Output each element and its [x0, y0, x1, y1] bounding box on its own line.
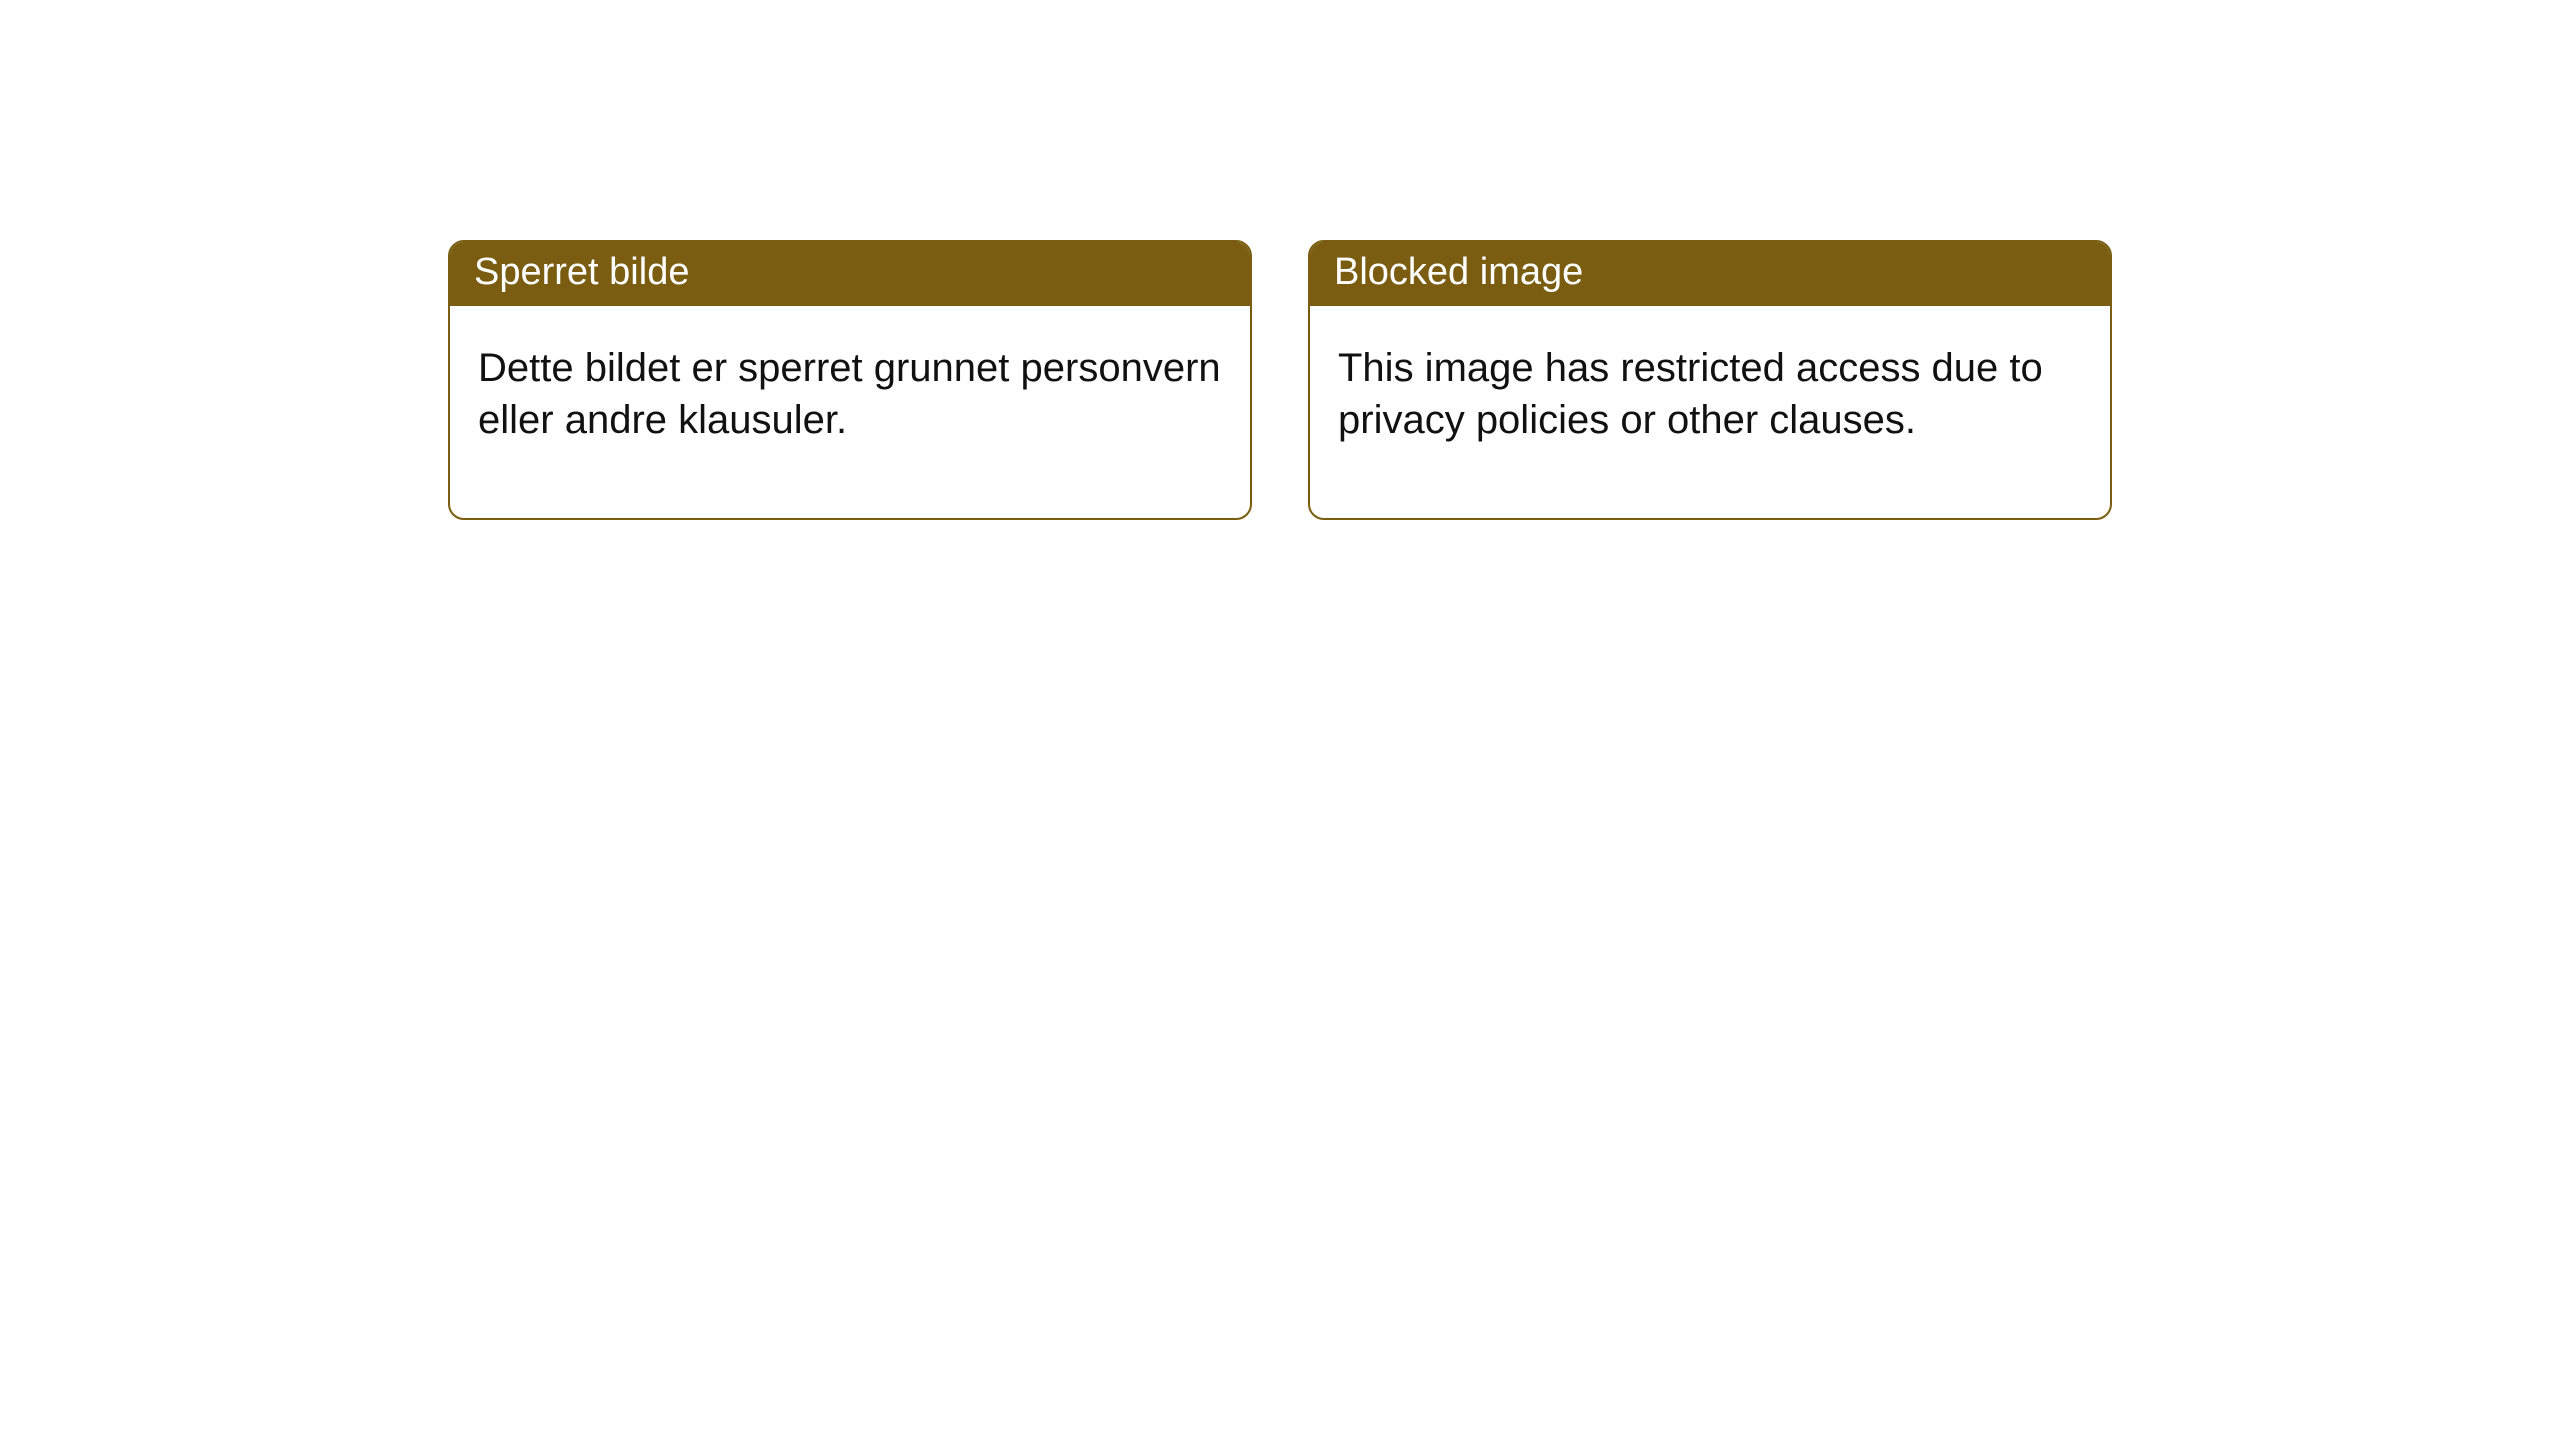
notice-title: Blocked image [1310, 242, 2110, 306]
notice-body-text: Dette bildet er sperret grunnet personve… [450, 306, 1250, 518]
notice-card-english: Blocked image This image has restricted … [1308, 240, 2112, 520]
notice-card-norwegian: Sperret bilde Dette bildet er sperret gr… [448, 240, 1252, 520]
notice-title: Sperret bilde [450, 242, 1250, 306]
notice-body-text: This image has restricted access due to … [1310, 306, 2110, 490]
notice-container: Sperret bilde Dette bildet er sperret gr… [0, 0, 2560, 520]
